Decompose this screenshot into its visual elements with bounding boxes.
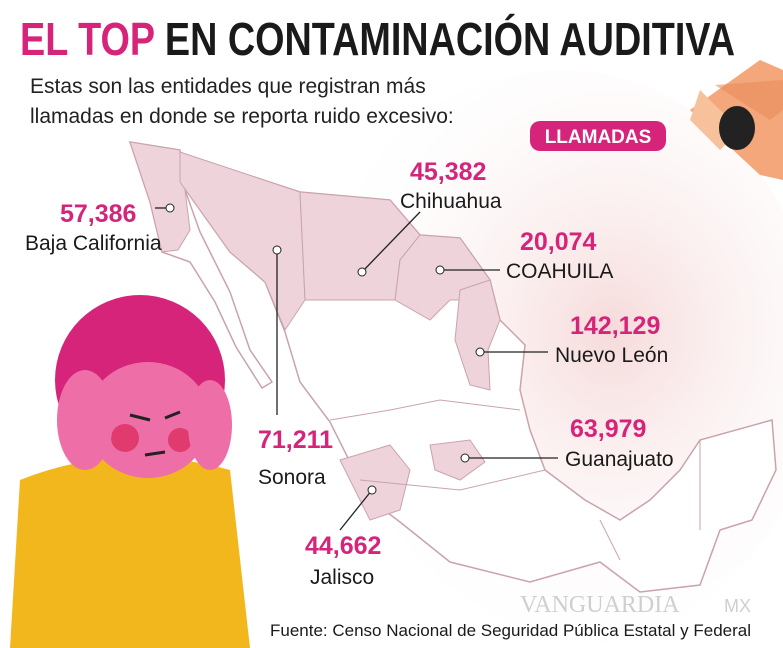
watermark-brand: VANGUARDIA	[520, 592, 680, 618]
title-rest: EN CONTAMINACIÓN AUDITIVA	[165, 13, 735, 65]
badge	[530, 121, 666, 151]
title-highlight: EL TOP	[20, 13, 154, 65]
state-name: Guanajuato	[565, 448, 674, 471]
leader-lines	[155, 203, 558, 531]
state-value: 44,662	[305, 532, 381, 560]
speaker-icon	[690, 60, 783, 180]
state-name: COAHUILA	[506, 260, 613, 283]
source: Fuente: Censo Nacional de Seguridad Públ…	[270, 621, 751, 640]
state-name: Nuevo León	[555, 344, 668, 367]
state-name: Jalisco	[310, 566, 374, 589]
title: EL TOP EN CONTAMINACIÓN AUDITIVA	[20, 13, 735, 65]
subtitle-line: Estas son las entidades que registran má…	[30, 75, 426, 98]
badge-text: LLAMADAS	[545, 127, 652, 148]
state-value: 57,386	[60, 200, 136, 228]
person-illustration	[10, 295, 250, 648]
state-name: Chihuahua	[400, 190, 502, 213]
state-name: Sonora	[258, 466, 326, 489]
state-value: 45,382	[410, 158, 486, 186]
state-value: 20,074	[520, 228, 597, 256]
map	[128, 141, 777, 593]
state-name: Baja California	[25, 232, 162, 255]
state-value: 63,979	[570, 415, 646, 443]
state-value: 142,129	[570, 312, 660, 340]
subtitle-line: llamadas en donde se reporta ruido exces…	[30, 105, 454, 128]
state-value: 71,211	[258, 426, 333, 454]
watermark-suffix: MX	[724, 596, 751, 616]
